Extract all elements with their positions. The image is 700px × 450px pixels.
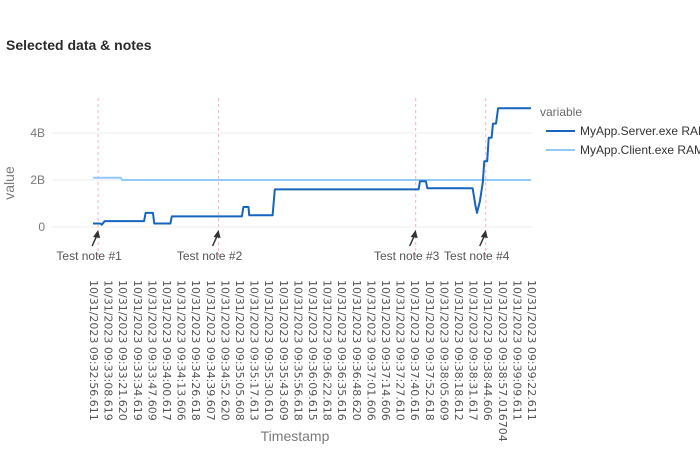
x-tick-label: 10/31/2023 09:32:56.611	[87, 280, 100, 421]
series-line	[93, 176, 531, 181]
x-tick-label: 10/31/2023 09:36:35.616	[335, 280, 348, 421]
x-tick-label: 10/31/2023 09:37:40.616	[408, 280, 421, 421]
y-tick-label: 4B	[30, 126, 45, 140]
x-tick-label: 10/31/2023 09:35:17.613	[248, 280, 261, 421]
y-tick-label: 0	[38, 220, 45, 234]
chart-title: Selected data & notes	[6, 37, 152, 53]
series-group	[93, 107, 531, 226]
legend-label: MyApp.Client.exe RAM	[580, 143, 700, 157]
x-tick-label: 10/31/2023 09:38:57.016704	[496, 280, 509, 442]
x-tick-label: 10/31/2023 09:37:14.606	[379, 280, 392, 421]
legend-label: MyApp.Server.exe RAM	[580, 124, 700, 138]
x-tick-label: 10/31/2023 09:38:18.612	[452, 280, 465, 421]
annotation-arrowhead	[213, 230, 221, 238]
x-tick-label: 10/31/2023 09:35:30.610	[262, 280, 275, 421]
x-tick-label: 10/31/2023 09:35:56.618	[291, 280, 304, 421]
series-line	[93, 107, 531, 226]
x-tick-label: 10/31/2023 09:34:26.618	[189, 280, 202, 421]
x-tick-label: 10/31/2023 09:33:47.609	[145, 280, 158, 421]
x-tick-label: 10/31/2023 09:39:22.611	[525, 280, 538, 421]
y-axis-title: value	[1, 166, 17, 200]
annotation-label: Test note #4	[444, 249, 510, 263]
x-tick-label: 10/31/2023 09:35:05.608	[233, 280, 246, 421]
legend: variable MyApp.Server.exe RAM MyApp.Clien…	[540, 105, 700, 157]
x-tick-label: 10/31/2023 09:33:34.619	[131, 280, 144, 421]
x-axis-title: Timestamp	[261, 428, 330, 444]
annotation-label: Test note #2	[177, 249, 243, 263]
annotation-arrowhead	[93, 230, 101, 238]
x-tick-label: 10/31/2023 09:38:31.617	[467, 280, 480, 421]
annotation-arrowhead	[480, 230, 488, 238]
x-tick-label: 10/31/2023 09:37:01.606	[364, 280, 377, 421]
x-tick-label: 10/31/2023 09:33:08.619	[102, 280, 115, 421]
x-tick-label: 10/31/2023 09:34:39.607	[204, 280, 217, 421]
annotation-label: Test note #3	[374, 249, 440, 263]
x-tick-label: 10/31/2023 09:36:48.620	[350, 280, 363, 421]
x-tick-label: 10/31/2023 09:34:13.606	[175, 280, 188, 421]
x-tick-label: 10/31/2023 09:35:43.609	[277, 280, 290, 421]
x-tick-label: 10/31/2023 09:37:27.610	[394, 280, 407, 421]
x-tick-label: 10/31/2023 09:37:52.618	[423, 280, 436, 421]
annotations: Test note #1 Test note #2 Test note #3 Test…	[56, 230, 510, 263]
x-tick-label: 10/31/2023 09:36:22.618	[321, 280, 334, 421]
x-axis: 10/31/2023 09:32:56.611 10/31/2023 09:33:…	[87, 280, 538, 442]
legend-title: variable	[540, 105, 582, 119]
x-tick-label: 10/31/2023 09:38:44.606	[481, 280, 494, 421]
annotation-lines	[97, 98, 487, 257]
x-tick-label: 10/31/2023 09:38:05.609	[437, 280, 450, 421]
y-tick-label: 2B	[30, 173, 45, 187]
annotation-arrowhead	[410, 230, 418, 238]
x-tick-label: 10/31/2023 09:39:09.611	[510, 280, 523, 421]
x-tick-label: 10/31/2023 09:36:09.615	[306, 280, 319, 421]
annotation-label: Test note #1	[56, 249, 122, 263]
x-tick-label: 10/31/2023 09:34:52.620	[218, 280, 231, 421]
x-tick-label: 10/31/2023 09:33:21.620	[116, 280, 129, 421]
x-tick-label: 10/31/2023 09:34:00.617	[160, 280, 173, 421]
y-axis: 0 2B 4B	[30, 126, 45, 234]
